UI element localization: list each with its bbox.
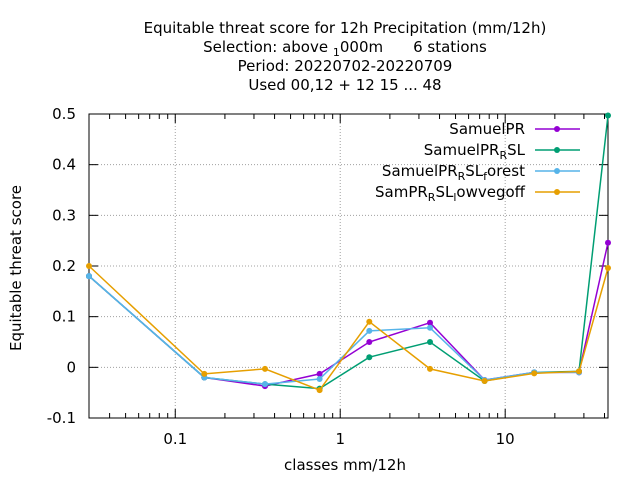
y-tick-label: 0.5 — [52, 105, 76, 123]
x-tick-label: 0.1 — [163, 430, 187, 448]
x-tick-labels: 0.1 1 10 — [163, 430, 514, 448]
x-tick-label: 1 — [335, 430, 345, 448]
data-point — [605, 265, 611, 271]
data-point — [316, 376, 323, 382]
y-tick-label: 0.2 — [52, 257, 76, 275]
legend-item: SamuelPRRSLforest — [382, 162, 580, 183]
legend-item: SamuelPR — [449, 120, 580, 138]
y-tick-label: 0 — [66, 358, 76, 376]
legend-marker — [554, 189, 560, 195]
data-point — [605, 239, 611, 246]
data-point — [366, 327, 373, 334]
legend-label: SamuelPR — [449, 120, 525, 138]
series-1 — [86, 239, 611, 390]
series-line — [88, 265, 609, 392]
data-point — [366, 354, 373, 361]
title-line-3: Period: 20220702-20220709 — [238, 57, 453, 75]
legend-label: SamuelPRRSL — [424, 141, 526, 162]
legend-item: SamuelPRRSL — [424, 141, 580, 162]
data-point — [86, 273, 92, 280]
data-point — [427, 324, 433, 331]
title-line-2: Selection: above 1000m 6 stations — [203, 38, 487, 59]
y-tick-label: 0.1 — [52, 308, 76, 326]
data-point — [427, 365, 433, 372]
y-tick-label: 0.3 — [52, 206, 76, 224]
chart-title: Equitable threat score for 12h Precipita… — [144, 19, 547, 94]
title-line-4: Used 00,12 + 12 15 ... 48 — [248, 76, 441, 94]
legend: SamuelPR SamuelPRRSLSamuelPRRSLforestSamP… — [375, 120, 580, 204]
data-point — [531, 370, 538, 377]
data-point — [316, 387, 323, 394]
data-point — [201, 370, 208, 377]
data-point — [427, 339, 433, 345]
data-point — [262, 381, 268, 388]
data-point — [316, 370, 323, 377]
data-point — [576, 368, 582, 375]
series-line — [88, 242, 609, 387]
series-line — [88, 115, 609, 390]
x-tick-label: 10 — [496, 430, 515, 448]
axis-ticks — [89, 113, 608, 419]
grid — [89, 114, 608, 418]
data-point — [86, 263, 92, 269]
legend-item: SamPRRSLlowvegoff — [375, 183, 580, 204]
y-axis-label: Equitable threat score — [7, 185, 25, 351]
data-point — [605, 112, 611, 119]
data-point — [366, 339, 373, 345]
data-point — [481, 378, 488, 384]
data-point — [262, 365, 268, 372]
series-4 — [86, 263, 611, 394]
y-tick-labels: 0.5 0.4 0.3 0.2 0.1 0 -0.1 — [47, 105, 76, 427]
y-tick-label: -0.1 — [47, 409, 76, 427]
data-point — [427, 319, 433, 326]
legend-marker — [554, 168, 560, 174]
x-axis-label: classes mm/12h — [284, 456, 406, 474]
legend-marker — [554, 126, 560, 132]
series-group — [86, 112, 611, 394]
data-point — [366, 318, 373, 325]
y-tick-label: 0.4 — [52, 156, 76, 174]
legend-marker — [554, 147, 560, 153]
legend-label: SamuelPRRSLforest — [382, 162, 525, 183]
legend-label: SamPRRSLlowvegoff — [375, 183, 526, 204]
title-line-1: Equitable threat score for 12h Precipita… — [144, 19, 547, 37]
